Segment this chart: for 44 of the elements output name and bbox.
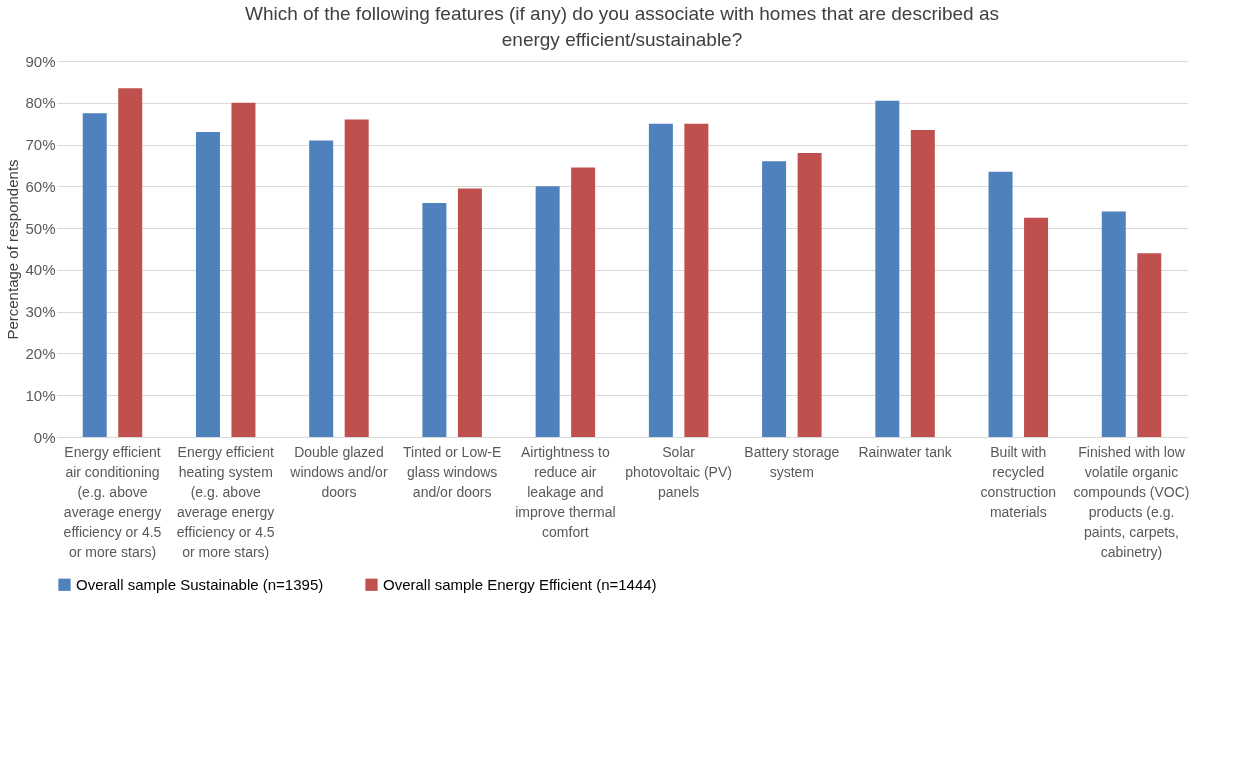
legend-label: Overall sample Energy Efficient (n=1444)	[383, 575, 657, 593]
bar	[875, 100, 900, 437]
y-tick-label: 0%	[33, 428, 56, 446]
y-tick-label: 50%	[25, 219, 56, 237]
y-tick-label: 70%	[25, 136, 56, 154]
x-tick-label: Energy efficient heating system (e.g. above average energy efficiency or 4.5 or more stars)	[176, 443, 275, 560]
bar	[535, 186, 560, 437]
bar	[118, 88, 143, 437]
bar	[195, 132, 220, 437]
bar	[1137, 253, 1162, 437]
x-tick-label: Double glazed windows and/or doors	[289, 443, 388, 500]
x-tick-label: Airtightness to reduce air leakage and improve thermal comfort	[515, 443, 616, 540]
y-axis-title: Percentage of respondents	[4, 159, 22, 340]
y-tick-label: 20%	[25, 344, 56, 362]
bar	[231, 102, 256, 437]
x-tick-label: Energy efficient air conditioning (e.g. above average energy efficiency or 4.5 or more stars)	[63, 443, 162, 560]
bar	[422, 203, 447, 437]
y-tick-label: 40%	[25, 261, 56, 279]
chart-title: Which of the following features (if any) do you associate with homes that are described as energy efficient/sustainable?	[244, 3, 1000, 50]
x-tick-label: Rainwater tank	[858, 443, 953, 460]
bar	[910, 129, 935, 437]
x-tick-label: Built with recycled construction materials	[980, 443, 1057, 520]
bar	[309, 140, 334, 437]
y-tick-label: 80%	[25, 94, 56, 112]
bar	[988, 171, 1013, 437]
bar	[1024, 217, 1049, 437]
y-tick-label: 90%	[25, 52, 56, 70]
bar	[648, 123, 673, 437]
bar	[344, 119, 369, 437]
x-tick-label: Finished with low volatile organic compounds (VOC) products (e.g. paints, carpets, cabinetry)	[1073, 443, 1190, 560]
y-tick-label: 10%	[25, 386, 56, 404]
x-tick-label: Battery storage system	[744, 443, 840, 480]
x-tick-label: Solar photovoltaic (PV) panels	[625, 443, 732, 500]
bar	[82, 113, 107, 437]
bar	[684, 123, 709, 437]
y-tick-label: 30%	[25, 303, 56, 321]
x-tick-label: Tinted or Low-E glass windows and/or doors	[403, 443, 502, 500]
legend-label: Overall sample Sustainable (n=1395)	[76, 575, 324, 593]
bar	[762, 161, 787, 437]
bar	[457, 188, 482, 437]
bar	[797, 152, 822, 437]
bar	[571, 167, 596, 437]
bar	[1101, 211, 1126, 437]
y-tick-label: 60%	[25, 177, 56, 195]
